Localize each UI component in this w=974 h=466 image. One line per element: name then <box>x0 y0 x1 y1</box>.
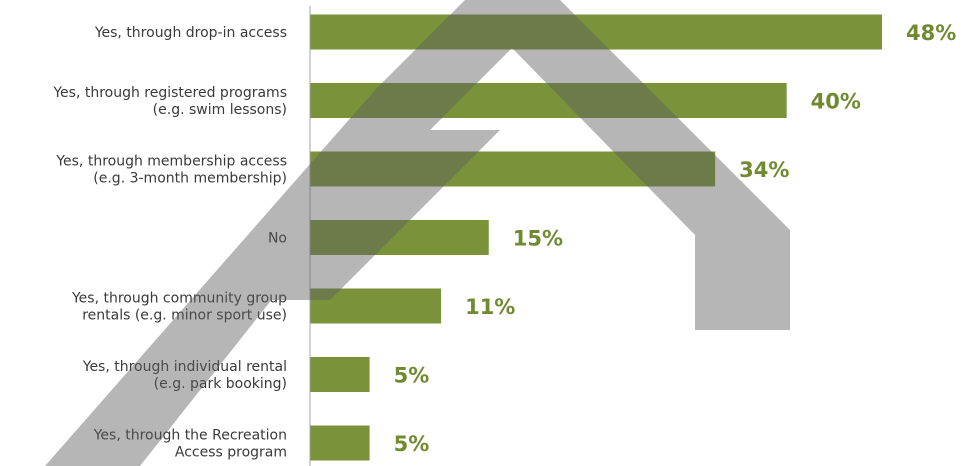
value-labels-layer: 48% 40% 34% 15% 11% 5% 5% <box>394 21 957 456</box>
category-label-1-line-0: Yes, through registered programs <box>52 85 287 101</box>
watermark-stroke-right <box>465 0 790 330</box>
watermark-crossbar <box>230 130 500 300</box>
bar-2 <box>310 151 716 187</box>
category-label-4-line-1: rentals (e.g. minor sport use) <box>82 308 287 324</box>
category-label-6-line-1: Access program <box>175 445 287 461</box>
value-label-6: 5% <box>394 432 430 456</box>
value-label-2: 34% <box>739 158 789 182</box>
bars-layer <box>310 14 882 461</box>
value-label-1: 40% <box>811 90 861 114</box>
category-label-3: No <box>268 231 287 247</box>
value-label-5: 5% <box>394 364 430 388</box>
category-label-5-line-1: (e.g. park booking) <box>154 376 287 392</box>
bar-5 <box>310 357 370 392</box>
category-label-4-line-0: Yes, through community group <box>71 291 287 307</box>
category-label-1-line-1: (e.g. swim lessons) <box>153 102 287 118</box>
category-labels-layer: Yes, through drop-in access Yes, through … <box>52 25 287 461</box>
bar-6 <box>310 425 370 461</box>
watermark-stroke-left <box>45 0 560 466</box>
bar-0 <box>310 14 882 50</box>
value-label-3: 15% <box>513 227 563 251</box>
value-label-0: 48% <box>906 21 956 45</box>
category-label-0: Yes, through drop-in access <box>94 25 287 41</box>
category-label-2-line-1: (e.g. 3-month membership) <box>93 171 287 187</box>
bar-3 <box>310 220 489 255</box>
value-label-4: 11% <box>465 295 515 319</box>
bar-1 <box>310 83 787 118</box>
category-label-5-line-0: Yes, through individual rental <box>82 359 287 375</box>
draft-watermark <box>45 0 790 466</box>
category-label-2-line-0: Yes, through membership access <box>55 154 287 170</box>
category-label-6-line-0: Yes, through the Recreation <box>93 428 287 444</box>
bar-4 <box>310 288 442 324</box>
